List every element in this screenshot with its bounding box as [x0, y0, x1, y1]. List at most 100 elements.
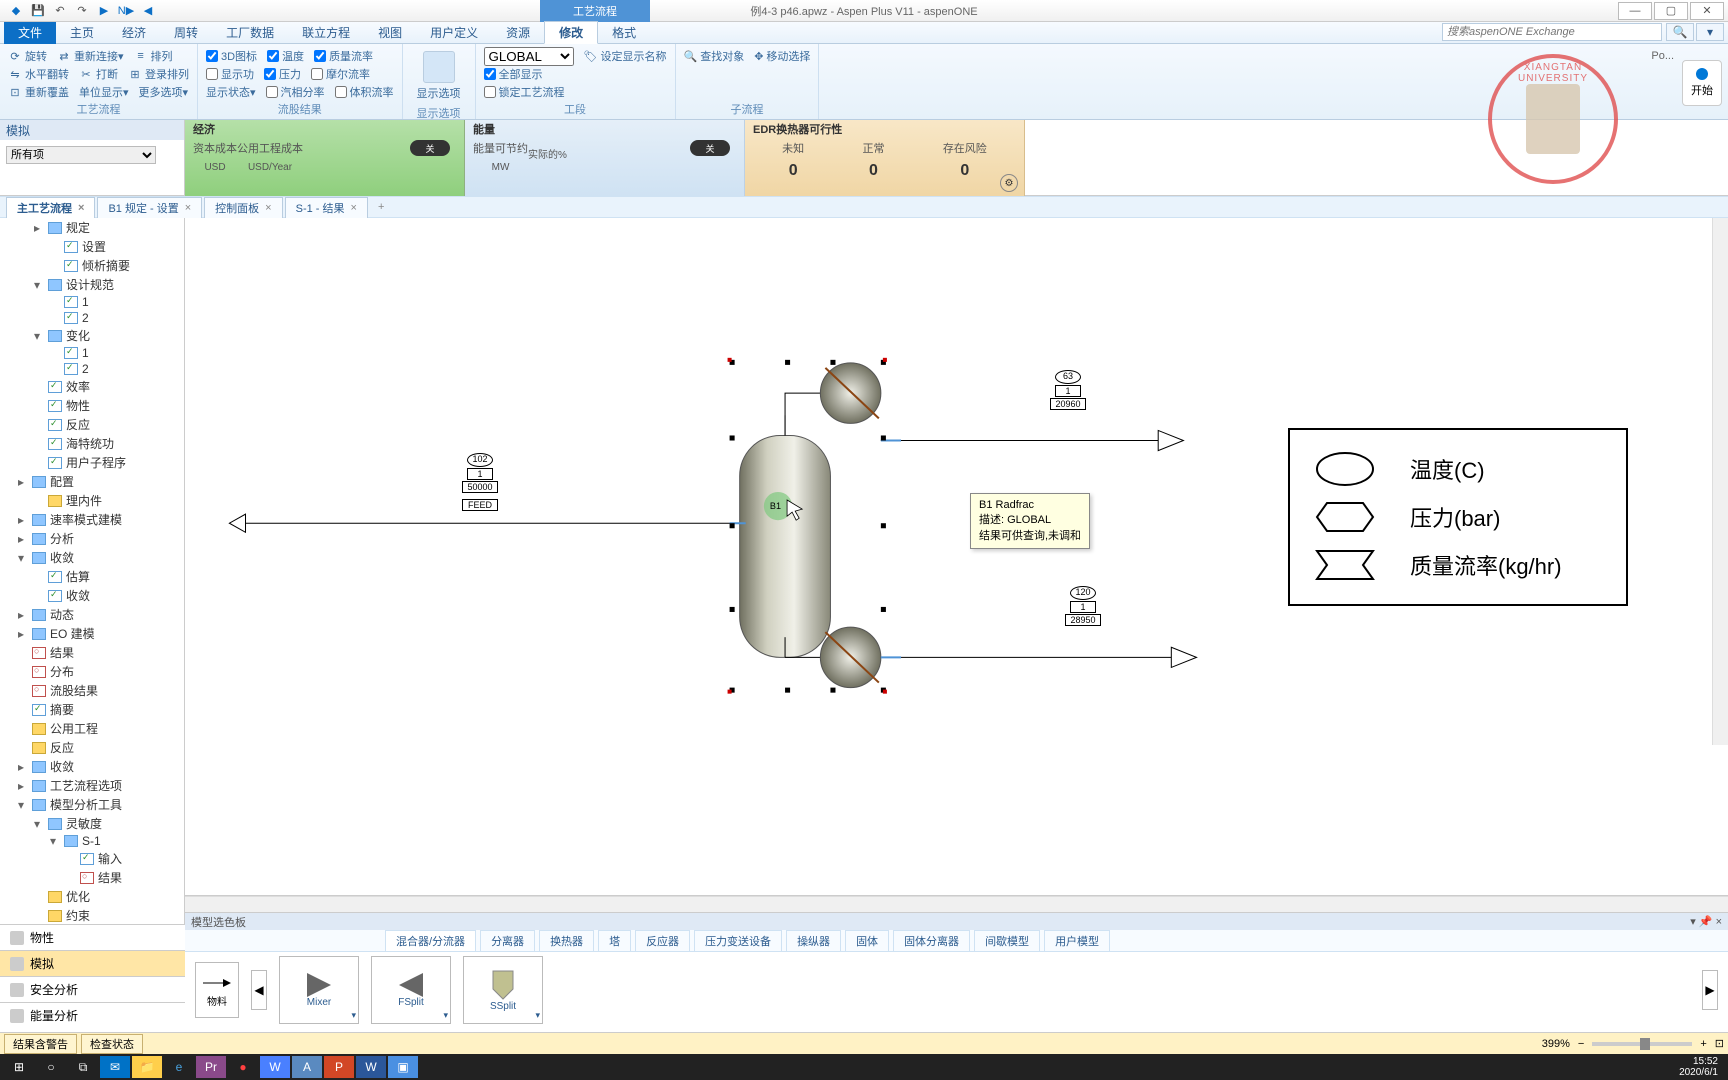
redo-icon[interactable]: ↷ — [74, 3, 90, 19]
cb-mole[interactable]: 摩尔流率 — [311, 66, 370, 82]
fliph-button[interactable]: ⇋水平翻转 — [8, 66, 69, 82]
nav-mode-物性[interactable]: 物性 — [0, 924, 185, 950]
palette-tab[interactable]: 塔 — [598, 930, 631, 951]
tree-item[interactable]: 输入 — [0, 849, 184, 868]
tab-modify[interactable]: 修改 — [544, 21, 598, 44]
state-button[interactable]: 显示状态▾ — [206, 84, 256, 100]
taskview-icon[interactable]: ⧉ — [68, 1056, 98, 1078]
tree-item[interactable]: 反应 — [0, 738, 184, 757]
search-input[interactable] — [1442, 23, 1662, 41]
zoom-out-button[interactable]: − — [1578, 1038, 1584, 1050]
doc-tab-main[interactable]: 主工艺流程× — [6, 197, 95, 218]
add-tab-button[interactable]: + — [370, 199, 392, 215]
run-icon[interactable]: ▶ — [96, 3, 112, 19]
tree-item[interactable]: ▸配置 — [0, 472, 184, 491]
close-icon[interactable]: × — [351, 202, 357, 214]
tree-item[interactable]: 理内件 — [0, 491, 184, 510]
display-name-button[interactable]: 🏷 设定显示名称 — [584, 48, 667, 64]
tree-item[interactable]: ▸EO 建模 — [0, 624, 184, 643]
tree-item[interactable]: 2 — [0, 310, 184, 326]
undo-icon[interactable]: ↶ — [52, 3, 68, 19]
tree-item[interactable]: 收敛 — [0, 586, 184, 605]
tab-eo[interactable]: 联立方程 — [288, 22, 364, 43]
palette-tab[interactable]: 用户模型 — [1044, 930, 1110, 951]
tree-item[interactable]: ▾灵敏度 — [0, 814, 184, 833]
tree-item[interactable]: ▾模型分析工具 — [0, 795, 184, 814]
energy-toggle[interactable]: 关 — [690, 140, 730, 156]
cb-3d[interactable]: 3D图标 — [206, 48, 257, 64]
cb-temp[interactable]: 温度 — [267, 48, 304, 64]
model-mixer[interactable]: Mixer ▾ — [279, 956, 359, 1024]
cb-showall[interactable]: 全部显示 — [484, 66, 543, 82]
clock[interactable]: 15:522020/6/1 — [1679, 1056, 1724, 1078]
tree-item[interactable]: 1 — [0, 345, 184, 361]
tab-res[interactable]: 资源 — [492, 22, 544, 43]
tree-item[interactable]: ▸动态 — [0, 605, 184, 624]
tree-item[interactable]: 公用工程 — [0, 719, 184, 738]
tree-item[interactable]: ▸规定 — [0, 218, 184, 237]
tree-item[interactable]: 效率 — [0, 377, 184, 396]
palette-tab[interactable]: 反应器 — [635, 930, 690, 951]
record-icon[interactable]: ● — [228, 1056, 258, 1078]
tree-item[interactable]: ▸工艺流程选项 — [0, 776, 184, 795]
model-fsplit[interactable]: FSplit ▾ — [371, 956, 451, 1024]
zoom-slider[interactable] — [1592, 1042, 1692, 1046]
tree-item[interactable]: ▾设计规范 — [0, 275, 184, 294]
close-button[interactable]: ✕ — [1690, 2, 1724, 20]
tree-item[interactable]: 物性 — [0, 396, 184, 415]
search-more-button[interactable]: ▾ — [1696, 23, 1724, 41]
palette-tab[interactable]: 固体 — [845, 930, 889, 951]
cb-lock[interactable]: 锁定工艺流程 — [484, 84, 565, 100]
tree-item[interactable]: ▸分析 — [0, 529, 184, 548]
tree-item[interactable]: 分布 — [0, 662, 184, 681]
tab-plant[interactable]: 工厂数据 — [212, 22, 288, 43]
tree-item[interactable]: ▾变化 — [0, 326, 184, 345]
float-start-button[interactable]: 开始 — [1682, 60, 1722, 106]
nav-mode-能量分析[interactable]: 能量分析 — [0, 1002, 185, 1028]
nav-filter-select[interactable]: 所有项 — [6, 146, 156, 164]
explorer-icon[interactable]: 📁 — [132, 1056, 162, 1078]
tab-home[interactable]: 主页 — [56, 22, 108, 43]
tab-turn[interactable]: 周转 — [160, 22, 212, 43]
palette-prev[interactable]: ◀ — [251, 970, 267, 1010]
palette-tab[interactable]: 间歇模型 — [974, 930, 1040, 951]
tab-user[interactable]: 用户定义 — [416, 22, 492, 43]
ppt-icon[interactable]: P — [324, 1056, 354, 1078]
econ-toggle[interactable]: 关 — [410, 140, 450, 156]
close-icon[interactable]: × — [185, 202, 191, 214]
status-results-button[interactable]: 结果含警告 — [4, 1034, 77, 1054]
nav-mode-安全分析[interactable]: 安全分析 — [0, 976, 185, 1002]
tree-item[interactable]: 1 — [0, 294, 184, 310]
status-check-button[interactable]: 检查状态 — [81, 1034, 143, 1054]
wps-icon[interactable]: W — [260, 1056, 290, 1078]
start-button[interactable]: ⊞ — [4, 1056, 34, 1078]
cb-mass[interactable]: 质量流率 — [314, 48, 373, 64]
zoom-in-button[interactable]: + — [1700, 1038, 1706, 1050]
tree-item[interactable]: 用户子程序 — [0, 453, 184, 472]
arrange-button[interactable]: ⊞登录排列 — [128, 66, 189, 82]
unit-display-button[interactable]: 单位显示▾ — [79, 84, 129, 100]
outlook-icon[interactable]: ✉ — [100, 1056, 130, 1078]
maximize-button[interactable]: ▢ — [1654, 2, 1688, 20]
pr-icon[interactable]: Pr — [196, 1056, 226, 1078]
tree-item[interactable]: 约束 — [0, 906, 184, 924]
close-icon[interactable]: × — [265, 202, 271, 214]
minimize-button[interactable]: — — [1618, 2, 1652, 20]
tree-item[interactable]: 摘要 — [0, 700, 184, 719]
display-options-button[interactable]: 显示选项 — [411, 47, 467, 105]
tree-item[interactable]: 估算 — [0, 567, 184, 586]
sort-button[interactable]: ≡排列 — [134, 48, 173, 64]
palette-tab[interactable]: 混合器/分流器 — [385, 930, 476, 951]
break-button[interactable]: ✂打断 — [79, 66, 118, 82]
tree-item[interactable]: 海特统功 — [0, 434, 184, 453]
close-icon[interactable]: × — [78, 202, 84, 214]
zoom-fit-button[interactable]: ⊡ — [1715, 1037, 1724, 1050]
tree-item[interactable]: ▸收敛 — [0, 757, 184, 776]
pin-icon[interactable]: ▾ 📌 × — [1690, 916, 1722, 928]
cb-show[interactable]: 显示功 — [206, 66, 254, 82]
tree-item[interactable]: 结果 — [0, 643, 184, 662]
reconnect-button[interactable]: ⇄重新连接▾ — [57, 48, 124, 64]
app-icon[interactable]: ▣ — [388, 1056, 418, 1078]
horizontal-scrollbar[interactable] — [185, 896, 1728, 912]
tab-format[interactable]: 格式 — [598, 22, 650, 43]
